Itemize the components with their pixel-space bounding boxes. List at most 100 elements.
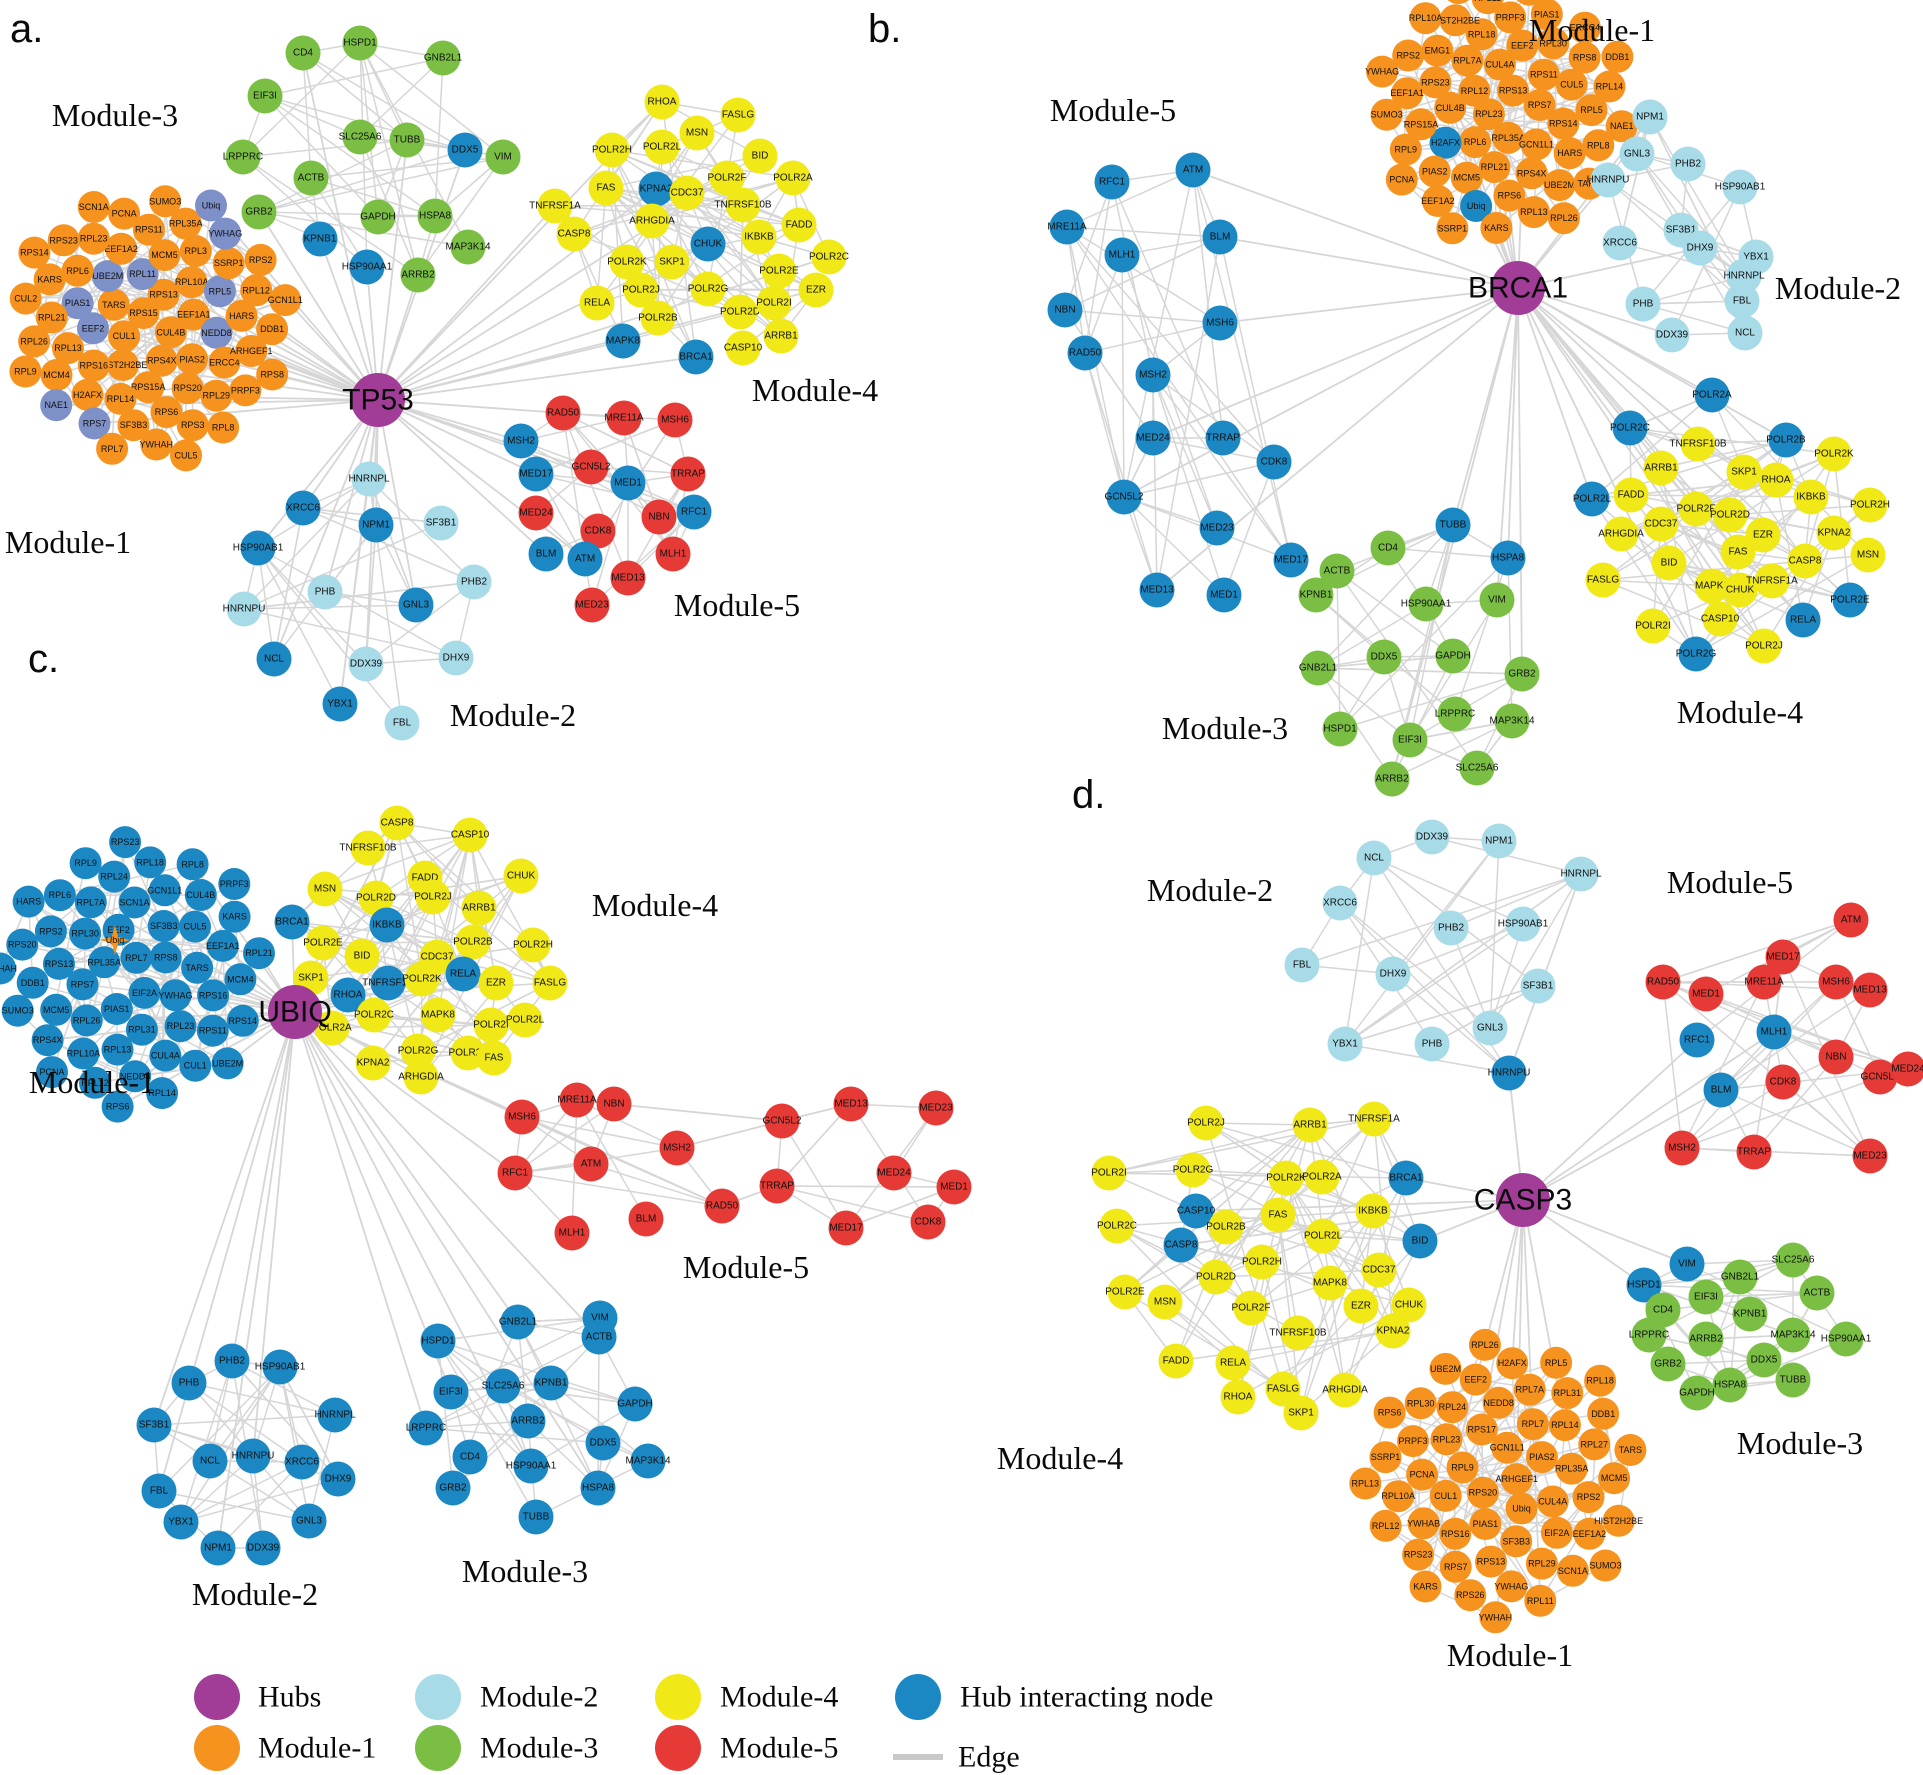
node-rps14[interactable] [226,1004,259,1037]
node-ezr[interactable] [1343,1288,1379,1324]
node-polr2l[interactable] [644,129,680,165]
node-scn1a[interactable] [77,191,110,223]
node-mapk8[interactable] [605,323,641,359]
node-rps16[interactable] [197,979,230,1012]
node-arrb1[interactable] [1643,450,1679,486]
node-msh6[interactable] [1818,964,1854,1000]
node-fas[interactable] [1260,1197,1296,1233]
node-hnrnpu[interactable] [1590,162,1626,198]
node-rpl23[interactable] [1472,98,1505,131]
node-fbl[interactable] [384,705,420,741]
node-rela[interactable] [445,956,481,992]
node-rpl12[interactable] [1369,1509,1402,1542]
node-brca1[interactable] [1388,1160,1424,1196]
node-rhoa[interactable] [1758,462,1794,498]
node-rps13[interactable] [43,947,75,980]
node-ddx5[interactable] [1366,639,1402,675]
node-polr2e[interactable] [1107,1274,1143,1310]
node-rpl10a[interactable] [1382,1480,1415,1513]
node-blm[interactable] [1703,1072,1739,1108]
node-polr2b[interactable] [1208,1209,1244,1245]
node-rps11[interactable] [196,1014,229,1047]
node-gnb2l1[interactable] [425,40,461,76]
node-hist2h2be[interactable] [106,349,139,381]
node-polr2g[interactable] [690,271,726,307]
node-polr2f[interactable] [450,1035,486,1071]
node-mcm4[interactable] [40,359,73,391]
node-rps8[interactable] [149,941,182,974]
node-gcn1l1[interactable] [148,874,181,907]
node-rpl9[interactable] [69,847,102,880]
node-polr2b[interactable] [455,924,491,960]
node-med23[interactable] [1852,1138,1888,1174]
node-rad50[interactable] [1645,964,1681,1000]
node-polr2h[interactable] [594,132,630,168]
node-actb[interactable] [293,160,329,196]
node-rpl35a[interactable] [1492,121,1525,154]
node-pias1[interactable] [100,993,133,1025]
node-arhgef1[interactable] [235,335,268,367]
node-rpl35a[interactable] [169,207,202,240]
node-rps23[interactable] [47,224,80,257]
node-polr2c[interactable] [356,997,392,1033]
node-ncl[interactable] [192,1443,228,1479]
node-ddx39[interactable] [348,646,384,682]
node-eif3i[interactable] [1392,722,1428,758]
node-rps7[interactable] [1523,89,1556,121]
node-slc25a6[interactable] [485,1368,521,1404]
node-fadd[interactable] [1613,477,1649,513]
node-vim[interactable] [1479,582,1515,618]
node-nedd8[interactable] [119,1060,152,1093]
node-rfc1[interactable] [676,494,712,530]
node-dhx9[interactable] [1682,230,1718,266]
node-polr2f[interactable] [1678,491,1714,527]
node-polr2b[interactable] [1768,422,1804,458]
node-sumo3[interactable] [1370,98,1403,131]
node-kpnb1[interactable] [1298,577,1334,613]
node-rpl11[interactable] [126,258,159,291]
node-ikbkb[interactable] [1793,479,1829,515]
node-polr2e[interactable] [305,925,341,961]
node-rpl23[interactable] [77,222,110,255]
node-tars[interactable] [1614,1434,1647,1466]
node-med1[interactable] [610,465,646,501]
node-arhgdia[interactable] [634,203,670,239]
node-nbn[interactable] [1818,1039,1854,1075]
node-med13[interactable] [610,560,646,596]
node-phb2[interactable] [1670,146,1706,182]
node-skp1[interactable] [1283,1395,1319,1431]
node-tnfrsf1a[interactable] [1754,563,1790,599]
node-rpl26[interactable] [18,325,51,358]
node-blm[interactable] [528,536,564,572]
node-polr2b[interactable] [640,300,676,336]
node-rpl27[interactable] [1578,1428,1611,1461]
node-lrpprc[interactable] [1631,1317,1667,1353]
node-rad50[interactable] [545,395,581,431]
node-fas[interactable] [476,1040,512,1076]
node-blm[interactable] [628,1201,664,1237]
node-faslg[interactable] [1265,1371,1301,1407]
node-rpl23[interactable] [1430,1423,1463,1456]
node-polr2d[interactable] [1198,1259,1234,1295]
node-rpl21[interactable] [35,301,68,334]
node-rpl26[interactable] [1547,202,1580,235]
node-bid[interactable] [1651,545,1687,581]
node-polr2k[interactable] [609,244,645,280]
node-rpl11[interactable] [1471,0,1504,15]
node-pcna[interactable] [1385,163,1418,196]
node-grb2[interactable] [241,194,277,230]
node-mcm5[interactable] [40,993,73,1026]
node-chuk[interactable] [1722,572,1758,608]
node-polr2e[interactable] [761,253,797,289]
node-pias2[interactable] [1525,1441,1558,1474]
node-polr2k[interactable] [1268,1160,1304,1196]
node-rps15a[interactable] [132,371,165,404]
node-ddx39[interactable] [1414,819,1450,855]
node-rpl7[interactable] [96,432,129,465]
node-pias2[interactable] [176,343,209,376]
hub-tp53[interactable] [351,373,405,427]
node-msh6[interactable] [657,402,693,438]
node-rpl30[interactable] [1404,1387,1437,1420]
node-tnfrsf10b[interactable] [1280,1315,1316,1351]
node-map3k14[interactable] [1775,1317,1811,1353]
